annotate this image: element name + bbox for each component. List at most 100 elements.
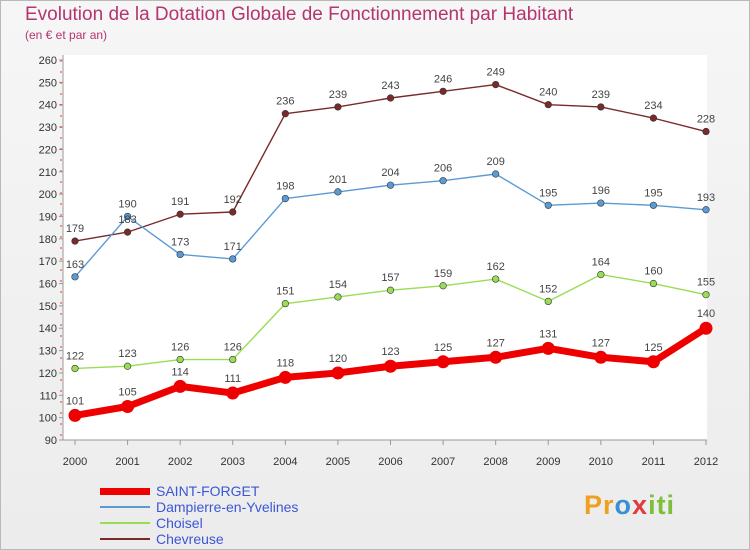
chart-subtitle: (en € et par an) [25,28,108,42]
data-point [281,194,289,203]
data-label: 126 [171,342,189,354]
data-label: 191 [171,196,189,208]
data-label: 228 [697,114,715,126]
data-label: 125 [644,342,662,354]
y-tick-label: 250 [39,77,57,89]
data-label: 249 [486,67,504,79]
data-point [489,350,503,364]
data-point [439,177,447,185]
y-tick-label: 230 [39,122,57,134]
data-label: 127 [486,337,504,349]
legend-label: Choisel [156,515,203,531]
y-tick-label: 190 [39,211,57,223]
data-label: 173 [171,236,189,248]
y-tick-label: 240 [39,100,57,112]
data-point [649,279,658,288]
y-tick-label: 150 [39,301,57,313]
data-label: 131 [539,328,557,340]
data-label: 204 [381,167,399,179]
data-point [71,237,79,245]
x-tick-label: 2009 [536,456,560,468]
data-label: 157 [381,272,399,284]
data-label: 209 [486,156,504,168]
x-tick-label: 2006 [378,456,402,468]
y-tick-label: 140 [39,323,57,335]
brand-part: Pr [584,490,615,520]
data-label: 126 [224,342,242,354]
data-point [541,341,555,355]
x-tick-label: 2008 [483,456,507,468]
data-label: 122 [66,350,84,362]
data-point [278,370,292,384]
data-point [229,355,237,364]
data-label: 127 [592,337,610,349]
data-point [492,80,500,89]
plot-area [63,55,707,440]
data-point [649,201,658,209]
data-label: 151 [276,286,294,298]
y-tick-label: 120 [39,368,57,380]
data-point [123,228,132,236]
data-label: 120 [329,353,347,365]
data-point [702,127,710,136]
x-tick-label: 2005 [326,456,350,468]
y-tick-label: 130 [39,346,57,358]
data-label: 198 [276,181,294,193]
data-label: 240 [539,87,557,99]
legend-label: SAINT-FORGET [156,483,260,499]
data-label: 111 [224,373,241,385]
data-label: 243 [381,80,399,92]
brand-part: iti [648,490,676,520]
data-label: 154 [329,279,347,291]
data-point [702,291,710,299]
data-label: 246 [434,73,452,85]
data-point [544,201,552,209]
data-point [281,300,289,308]
data-label: 125 [434,342,452,354]
data-point [281,110,289,118]
data-label: 190 [118,198,136,210]
x-tick-label: 2004 [273,456,297,468]
x-tick-label: 2011 [642,456,666,468]
data-label: 239 [329,89,347,101]
data-point [123,212,132,221]
data-point [331,366,345,380]
data-label: 193 [697,192,715,204]
line-chart: 90 100 110 120 130 140 150 160 170 180 190 200 210 22… [39,55,718,468]
data-point [334,188,342,196]
legend-label: Dampierre-en-Yvelines [156,499,299,515]
y-tick-label: 170 [39,256,57,268]
data-label: 234 [644,100,662,112]
data-label: 195 [539,187,557,199]
x-tick-label: 2002 [168,456,192,468]
data-point [334,103,342,111]
y-tick-label: 260 [39,55,57,67]
data-point [176,355,184,364]
legend-swatch [100,506,150,508]
data-point [597,270,605,279]
brand-part: x [632,490,649,520]
y-tick-label: 220 [39,144,57,156]
data-label: 152 [539,283,557,295]
y-tick-label: 90 [45,435,57,447]
x-tick-label: 2003 [221,456,245,468]
data-label: 114 [171,366,189,378]
data-point [649,114,658,122]
data-point [544,101,552,109]
data-label: 239 [592,89,610,101]
brand-logo: Proxiti [584,490,675,521]
data-point [121,399,135,413]
data-label: 105 [118,386,136,398]
data-label: 123 [118,348,136,360]
data-label: 195 [644,187,662,199]
data-label: 236 [276,96,294,108]
data-label: 196 [592,185,610,197]
data-point [436,355,450,369]
x-tick-label: 2001 [115,456,139,468]
data-point [386,181,395,189]
data-label: 160 [644,266,662,278]
legend-swatch [100,488,150,495]
data-label: 183 [118,214,136,226]
data-label: 206 [434,163,452,175]
data-point [646,355,660,369]
